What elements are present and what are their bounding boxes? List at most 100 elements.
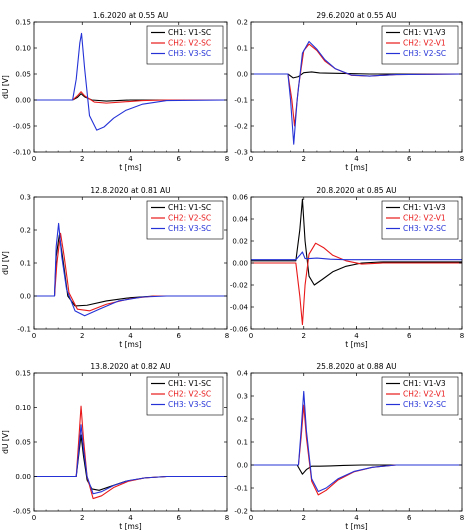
chart-title: 25.8.2020 at 0.88 AU <box>316 362 396 371</box>
y-tick-label: -0.1 <box>234 97 248 105</box>
x-tick-label: 8 <box>460 332 464 340</box>
chart-title: 29.6.2020 at 0.55 AU <box>316 11 396 20</box>
series-line-ch2 <box>34 91 227 104</box>
x-tick-label: 8 <box>460 514 464 522</box>
legend-entry-ch2: CH2: V2-V1 <box>403 39 446 48</box>
legend-entry-ch1: CH1: V1-SC <box>168 379 211 388</box>
legend-entry-ch3: CH3: V2-SC <box>403 224 446 233</box>
series-line-ch3 <box>251 40 462 145</box>
x-axis-label: t [ms] <box>345 163 367 172</box>
y-tick-label: 0.3 <box>20 194 31 202</box>
chart-title: 13.8.2020 at 0.82 AU <box>90 362 170 371</box>
legend-entry-ch1: CH1: V1-V3 <box>403 379 446 388</box>
legend-entry-ch1: CH1: V1-V3 <box>403 203 446 212</box>
y-tick-label: 0.15 <box>15 19 31 27</box>
legend-entry-ch1: CH1: V1-V3 <box>403 28 446 37</box>
y-tick-label: -0.3 <box>234 149 248 157</box>
chart-panel-4: 20.8.2020 at 0.85 AU 0 2 4 6 8 -0.06 -0.04 -0.02… <box>230 186 464 349</box>
series-line-ch2 <box>251 242 462 326</box>
legend-box <box>146 25 224 65</box>
y-tick-label: 0.00 <box>15 473 31 481</box>
x-axis-label: t [ms] <box>119 163 141 172</box>
chart-panel-2: 29.6.2020 at 0.55 AU 0 2 4 6 8 -0.3 -0.2 -0.1 0.0… <box>234 11 464 172</box>
legend-entry-ch2: CH2: V2-SC <box>168 39 211 48</box>
legend-entry-ch3: CH3: V3-SC <box>168 400 211 409</box>
x-tick-label: 8 <box>460 155 464 163</box>
y-tick-label: 0.04 <box>232 216 248 224</box>
x-tick-label: 2 <box>302 155 306 163</box>
series-line-ch3 <box>34 424 227 495</box>
series-line-ch3 <box>34 32 227 131</box>
y-tick-label: 0.2 <box>20 227 31 235</box>
x-tick-label: 6 <box>177 514 182 522</box>
legend-entry-ch3: CH3: V2-SC <box>403 49 446 58</box>
x-tick-label: 8 <box>225 514 229 522</box>
y-tick-label: 0.3 <box>237 393 248 401</box>
y-tick-label: 0.15 <box>15 370 31 378</box>
series-line-ch3 <box>251 251 462 261</box>
y-tick-label: -0.1 <box>17 326 31 334</box>
y-tick-label: 0.1 <box>20 260 31 268</box>
legend-entry-ch1: CH1: V1-SC <box>168 203 211 212</box>
y-tick-label: 0.2 <box>237 416 248 424</box>
x-axis-label: t [ms] <box>345 340 367 349</box>
y-tick-label: 0.1 <box>237 45 248 53</box>
x-tick-label: 0 <box>249 155 253 163</box>
y-tick-label: 0.2 <box>237 19 248 27</box>
x-tick-label: 2 <box>80 514 84 522</box>
y-tick-label: 0.06 <box>232 194 248 202</box>
x-tick-label: 2 <box>80 155 84 163</box>
x-tick-label: 6 <box>407 332 412 340</box>
x-tick-label: 0 <box>32 332 36 340</box>
series-line-ch3 <box>34 222 227 317</box>
chart-title: 20.8.2020 at 0.85 AU <box>316 186 396 195</box>
y-tick-label: 0.10 <box>15 404 31 412</box>
x-tick-label: 0 <box>32 514 36 522</box>
legend-entry-ch3: CH3: V3-SC <box>168 224 211 233</box>
series-line-ch1 <box>251 71 462 79</box>
chart-panel-5: 13.8.2020 at 0.82 AU 0 2 4 6 8 -0.05 0.00 0.05 0.… <box>1 362 229 530</box>
y-tick-label: -0.10 <box>13 149 31 157</box>
y-axis-label: dU [V] <box>1 75 10 99</box>
x-tick-label: 6 <box>407 155 412 163</box>
y-tick-label: 0.0 <box>20 293 31 301</box>
y-tick-label: 0.0 <box>237 71 248 79</box>
legend-entry-ch3: CH3: V3-SC <box>168 49 211 58</box>
y-tick-label: -0.1 <box>234 485 248 493</box>
y-axis-label: dU [V] <box>1 430 10 454</box>
x-tick-label: 4 <box>354 514 359 522</box>
series-line-ch1 <box>34 434 227 491</box>
x-tick-label: 2 <box>80 332 84 340</box>
y-tick-label: -0.05 <box>13 123 31 131</box>
chart-panel-3: 12.8.2020 at 0.81 AU 0 2 4 6 8 -0.1 0.0 0.1 0.2 0.… <box>1 186 229 349</box>
x-tick-label: 6 <box>177 155 182 163</box>
legend-entry-ch3: CH3: V2-SC <box>403 400 446 409</box>
y-tick-label: -0.04 <box>230 304 249 312</box>
series-line-ch3 <box>251 390 462 493</box>
y-tick-label: -0.02 <box>230 282 248 290</box>
x-tick-label: 4 <box>128 514 133 522</box>
x-tick-label: 0 <box>32 155 36 163</box>
x-axis-label: t [ms] <box>119 522 141 530</box>
x-axis-label: t [ms] <box>345 522 367 530</box>
y-tick-label: 0.4 <box>237 370 249 378</box>
x-tick-label: 8 <box>225 332 229 340</box>
chart-panel-6: 25.8.2020 at 0.88 AU 0 2 4 6 8 -0.2 -0.1 0.0 0.1 0… <box>234 362 464 530</box>
x-axis-label: t [ms] <box>119 340 141 349</box>
x-tick-label: 2 <box>302 332 306 340</box>
x-tick-label: 4 <box>354 155 359 163</box>
x-tick-label: 4 <box>354 332 359 340</box>
y-tick-label: 0.0 <box>237 462 248 470</box>
y-tick-label: 0.02 <box>232 238 248 246</box>
y-tick-label: -0.2 <box>234 508 248 516</box>
y-tick-label: 0.05 <box>15 71 31 79</box>
y-axis-label: dU [V] <box>1 251 10 275</box>
legend-entry-ch2: CH2: V2-V1 <box>403 214 446 223</box>
y-tick-label: -0.2 <box>234 123 248 131</box>
x-tick-label: 0 <box>249 332 253 340</box>
y-tick-label: 0.10 <box>15 45 31 53</box>
series-line-ch1 <box>251 198 462 286</box>
x-tick-label: 4 <box>128 332 133 340</box>
x-tick-label: 4 <box>128 155 133 163</box>
